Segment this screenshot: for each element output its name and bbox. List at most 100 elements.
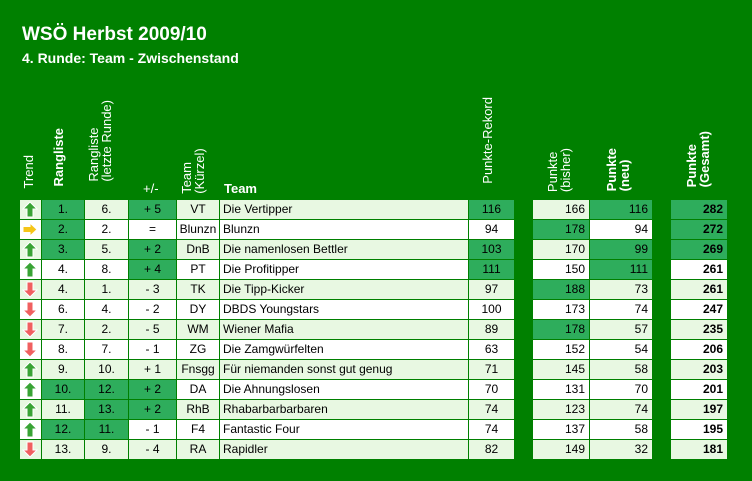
arrow-down-icon [21, 341, 39, 358]
cell-punkte-neu: 73 [590, 280, 652, 299]
cell-rang: 8. [42, 340, 84, 359]
table-row: 2. 2. = Blunzn Blunzn 94 178 94 272 [0, 220, 752, 240]
header-plus-minus: +/- [143, 181, 159, 196]
cell-trend [20, 220, 41, 239]
cell-team: Die Vertipper [220, 200, 468, 219]
cell-punkte-bisher: 149 [533, 440, 589, 459]
cell-team: Rapidler [220, 440, 468, 459]
cell-team: Die Tipp-Kicker [220, 280, 468, 299]
cell-punkte-neu: 94 [590, 220, 652, 239]
cell-team: Wiener Mafia [220, 320, 468, 339]
cell-trend [20, 240, 41, 259]
cell-plus-minus: + 2 [129, 240, 176, 259]
header-punkte-neu: Punkte (neu) [604, 148, 632, 192]
cell-punkte-gesamt: 282 [671, 200, 727, 219]
cell-punkte-rekord: 74 [469, 400, 514, 419]
cell-plus-minus: = [129, 220, 176, 239]
cell-plus-minus: - 3 [129, 280, 176, 299]
cell-team-kuerzel: Fnsgg [177, 360, 219, 379]
arrow-up-icon [21, 261, 39, 278]
cell-team-kuerzel: DY [177, 300, 219, 319]
arrow-down-icon [21, 281, 39, 298]
cell-team-kuerzel: RA [177, 440, 219, 459]
cell-rang: 2. [42, 220, 84, 239]
cell-trend [20, 200, 41, 219]
cell-punkte-rekord: 103 [469, 240, 514, 259]
header-punkte-neu-line2: (neu) [617, 159, 632, 192]
cell-punkte-neu: 74 [590, 400, 652, 419]
cell-plus-minus: - 1 [129, 420, 176, 439]
cell-punkte-gesamt: 206 [671, 340, 727, 359]
cell-punkte-bisher: 150 [533, 260, 589, 279]
cell-punkte-rekord: 97 [469, 280, 514, 299]
header-rangliste-letzte: Rangliste (letzte Runde) [86, 100, 114, 182]
cell-plus-minus: + 4 [129, 260, 176, 279]
arrow-up-icon [21, 241, 39, 258]
cell-team: Fantastic Four [220, 420, 468, 439]
cell-rang-letzte: 6. [85, 200, 128, 219]
cell-trend [20, 300, 41, 319]
cell-punkte-neu: 58 [590, 420, 652, 439]
cell-team-kuerzel: DnB [177, 240, 219, 259]
cell-trend [20, 360, 41, 379]
cell-team-kuerzel: RhB [177, 400, 219, 419]
cell-punkte-rekord: 89 [469, 320, 514, 339]
cell-punkte-bisher: 173 [533, 300, 589, 319]
cell-team: Blunzn [220, 220, 468, 239]
cell-punkte-bisher: 137 [533, 420, 589, 439]
cell-rang-letzte: 7. [85, 340, 128, 359]
arrow-up-icon [21, 381, 39, 398]
header-punkte-bisher: Punkte (bisher) [545, 148, 573, 192]
cell-rang-letzte: 5. [85, 240, 128, 259]
header-team: Team [224, 181, 257, 196]
cell-rang-letzte: 4. [85, 300, 128, 319]
cell-team: Rhabarbarbarbaren [220, 400, 468, 419]
cell-punkte-neu: 32 [590, 440, 652, 459]
cell-rang-letzte: 2. [85, 320, 128, 339]
cell-team-kuerzel: PT [177, 260, 219, 279]
header-punkte-gesamt-line2: (Gesamt) [697, 130, 712, 188]
table-row: 6. 4. - 2 DY DBDS Youngstars 100 173 74 247 [0, 300, 752, 320]
cell-plus-minus: - 5 [129, 320, 176, 339]
cell-team: DBDS Youngstars [220, 300, 468, 319]
cell-punkte-rekord: 82 [469, 440, 514, 459]
table-row: 8. 7. - 1 ZG Die Zamgwürfelten 63 152 54 206 [0, 340, 752, 360]
cell-punkte-bisher: 123 [533, 400, 589, 419]
arrow-down-icon [21, 321, 39, 338]
cell-rang: 13. [42, 440, 84, 459]
cell-punkte-gesamt: 247 [671, 300, 727, 319]
cell-trend [20, 380, 41, 399]
arrow-up-icon [21, 201, 39, 218]
cell-plus-minus: - 2 [129, 300, 176, 319]
cell-punkte-neu: 116 [590, 200, 652, 219]
cell-trend [20, 320, 41, 339]
arrow-down-icon [21, 301, 39, 318]
table-row: 10. 12. + 2 DA Die Ahnungslosen 70 131 70 201 [0, 380, 752, 400]
cell-punkte-rekord: 63 [469, 340, 514, 359]
cell-plus-minus: - 4 [129, 440, 176, 459]
cell-punkte-gesamt: 195 [671, 420, 727, 439]
table-row: 4. 8. + 4 PT Die Profitipper 111 150 111 261 [0, 260, 752, 280]
cell-punkte-bisher: 188 [533, 280, 589, 299]
cell-rang: 1. [42, 200, 84, 219]
cell-punkte-rekord: 100 [469, 300, 514, 319]
cell-punkte-rekord: 71 [469, 360, 514, 379]
arrow-up-icon [21, 401, 39, 418]
cell-team: Für niemanden sonst gut genug [220, 360, 468, 379]
cell-trend [20, 260, 41, 279]
cell-punkte-bisher: 152 [533, 340, 589, 359]
cell-punkte-bisher: 131 [533, 380, 589, 399]
cell-rang: 4. [42, 280, 84, 299]
cell-punkte-neu: 57 [590, 320, 652, 339]
cell-punkte-neu: 99 [590, 240, 652, 259]
cell-rang: 6. [42, 300, 84, 319]
cell-rang-letzte: 9. [85, 440, 128, 459]
cell-punkte-neu: 74 [590, 300, 652, 319]
cell-team: Die Ahnungslosen [220, 380, 468, 399]
cell-rang-letzte: 2. [85, 220, 128, 239]
cell-punkte-rekord: 116 [469, 200, 514, 219]
header-trend: Trend [21, 155, 36, 189]
cell-team-kuerzel: TK [177, 280, 219, 299]
table-row: 13. 9. - 4 RA Rapidler 82 149 32 181 [0, 440, 752, 460]
table-row: 11. 13. + 2 RhB Rhabarbarbarbaren 74 123 74 197 [0, 400, 752, 420]
